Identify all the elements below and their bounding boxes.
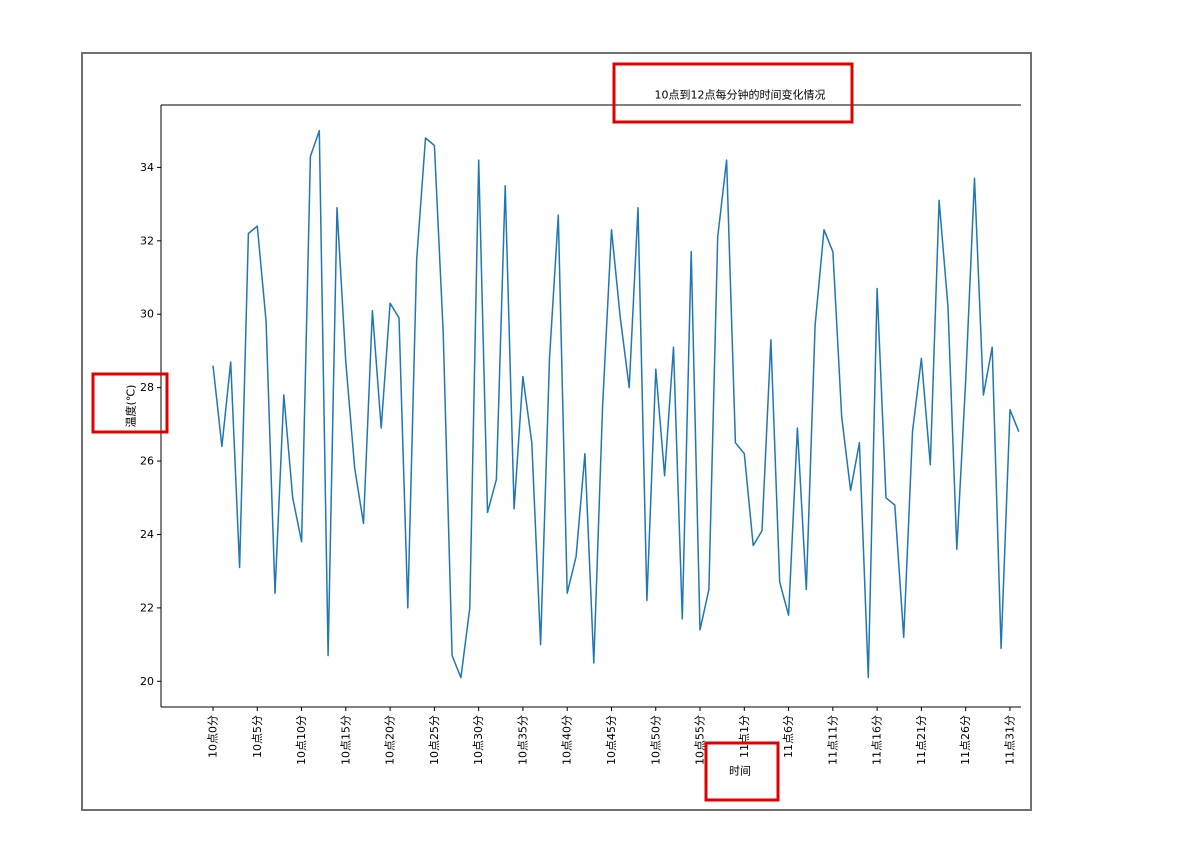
x-tick-label: 11点6分 (782, 715, 795, 758)
y-tick-label: 22 (140, 601, 154, 614)
y-tick-label: 28 (140, 381, 154, 394)
y-tick-label: 24 (140, 528, 154, 541)
annotation-box-x-label (704, 741, 780, 802)
x-tick-label: 10点30分 (472, 715, 485, 765)
x-tick-label: 11点16分 (871, 715, 884, 765)
x-tick-label: 10点15分 (339, 715, 352, 765)
x-tick-label: 10点10分 (295, 715, 308, 765)
annotation-box-y-label (91, 372, 169, 434)
x-tick-label: 11点21分 (915, 715, 928, 765)
x-tick-label: 10点40分 (561, 715, 574, 765)
x-tick-label: 11点26分 (959, 715, 972, 765)
x-tick-label: 11点31分 (1003, 715, 1016, 765)
axis-ticks: 20 22 24 26 28 30 32 34 10点0分 10点5分 10点10分 10点15分 10… (140, 161, 1016, 765)
x-tick-label: 11点1分 (738, 715, 751, 758)
y-tick-label: 32 (140, 234, 154, 247)
y-tick-label: 30 (140, 308, 154, 321)
x-tick-label: 10点20分 (384, 715, 397, 765)
x-tick-label: 11点11分 (826, 715, 839, 765)
x-tick-label: 10点0分 (207, 715, 220, 758)
x-axis-label: 时间 (729, 765, 751, 778)
x-tick-label: 10点25分 (428, 715, 441, 765)
plot-area (212, 129, 1020, 679)
y-tick-label: 20 (140, 675, 154, 688)
x-tick-label: 10点50分 (649, 715, 662, 765)
annotation-box-title (612, 62, 854, 124)
y-tick-label: 26 (140, 455, 154, 468)
series-line (212, 129, 1020, 679)
x-tick-label: 10点35分 (516, 715, 529, 765)
figure-frame (81, 52, 1032, 811)
x-tick-label: 10点45分 (605, 715, 618, 765)
x-tick-label: 10点55分 (694, 715, 707, 765)
y-tick-label: 34 (140, 161, 154, 174)
chart-title: 10点到12点每分钟的时间变化情况 (655, 88, 826, 102)
y-axis-label: 温度(℃) (124, 385, 138, 428)
axes (160, 104, 1021, 708)
x-tick-label: 10点5分 (251, 715, 264, 758)
